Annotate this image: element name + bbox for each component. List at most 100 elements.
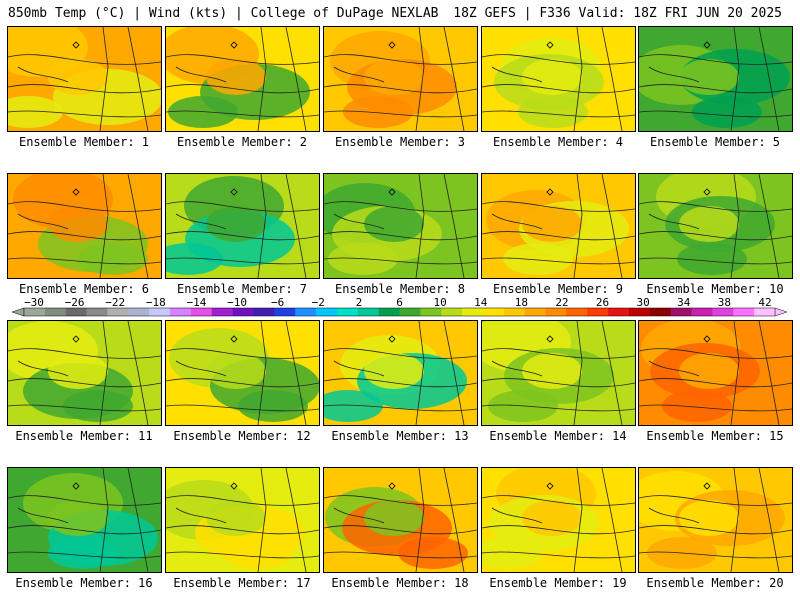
contour-line [8,348,161,359]
contour-line [324,54,477,65]
contour-line [99,468,109,572]
contour-line [482,525,635,535]
colorbar-segment [86,308,108,316]
colorbar-segment [190,308,213,316]
temperature-region [522,500,582,536]
temperature-region [364,500,424,536]
map-title: 850mb Temp (°C) | Wind (kts) | College o… [8,6,439,21]
contour-line [127,468,149,572]
contour-line [324,201,477,212]
colorbar-tick-label: −2 [312,298,325,309]
ensemble-map-panel [165,467,320,573]
colorbar-segment [712,308,734,316]
ensemble-map-panel [638,320,793,426]
temperature-map [482,27,635,131]
temperature-map [324,468,477,572]
colorbar-segment [462,308,484,316]
contour-line [333,213,385,230]
temperature-region [364,206,424,242]
station-marker-icon [546,188,554,196]
contour-line [17,360,69,377]
colorbar-tick-label: 10 [433,298,446,309]
colorbar-segment [754,308,776,316]
contour-line [175,360,227,377]
colorbar-segment [503,308,525,316]
ensemble-map-panel [7,173,162,279]
contour-line [257,27,267,131]
ensemble-map-panel [165,173,320,279]
temperature-map [482,174,635,278]
temperature-region [364,353,424,389]
colorbar-tick-label: −30 [24,298,44,309]
temperature-region [206,59,266,95]
contour-line [573,321,583,425]
station-marker-icon [388,188,396,196]
colorbar-tick-label: −6 [271,298,284,309]
contour-line [257,468,267,572]
temperature-region [78,243,148,275]
temperature-region [482,537,543,569]
temperature-map [639,27,792,131]
ensemble-member-label: Ensemble Member: 8 [334,282,466,296]
contour-line [333,507,385,524]
colorbar-tick-label: 38 [718,298,731,309]
colorbar-segment [524,308,546,316]
contour-line [491,360,543,377]
temperature-map [324,174,477,278]
contour-line [8,231,161,241]
ensemble-map-panel [323,173,478,279]
contour-line [443,468,465,572]
ensemble-map-panel [7,26,162,132]
colorbar-segment [211,308,233,316]
temperature-map [639,321,792,425]
contour-line [324,495,477,506]
colorbar-tick-label: −14 [187,298,207,309]
contour-line [166,110,319,118]
contour-line [166,257,319,265]
contour-line [648,66,700,83]
ensemble-map-panel [481,173,636,279]
ensemble-member-label: Ensemble Member: 1 [18,135,150,149]
contour-line [639,84,792,94]
station-marker-icon [703,188,711,196]
colorbar-segment [170,308,192,316]
station-marker-icon [72,335,80,343]
contour-line [99,174,109,278]
contour-line [17,66,69,83]
contour-line [8,378,161,388]
contour-line [639,378,792,388]
contour-line [8,257,161,265]
colorbar-segment [44,308,67,316]
contour-line [491,507,543,524]
temperature-region [522,206,582,242]
contour-line [482,201,635,212]
ensemble-member-label: Ensemble Member: 5 [649,135,781,149]
ensemble-member-label: Ensemble Member: 14 [489,429,627,443]
temperature-map [166,321,319,425]
contour-line [639,257,792,265]
contour-line [482,231,635,241]
colorbar-tick-label: −18 [146,298,166,309]
contour-line [730,27,740,131]
contour-line [8,551,161,559]
contour-line [175,213,227,230]
ensemble-member-label: Ensemble Member: 19 [489,576,627,590]
contour-line [166,348,319,359]
temperature-region [364,59,424,95]
contour-line [648,360,700,377]
contour-line [324,525,477,535]
temperature-map [639,468,792,572]
temperature-map [639,174,792,278]
colorbar-tick-label: −26 [65,298,85,309]
colorbar-tick-label: 2 [356,298,363,309]
temperature-region [63,390,133,422]
contour-line [8,84,161,94]
contour-line [99,321,109,425]
colorbar-segment [587,308,609,316]
colorbar-segment [357,308,379,316]
colorbar-segment [107,308,129,316]
contour-line [166,495,319,506]
colorbar-tick-label: 30 [637,298,650,309]
colorbar-segment [420,308,442,316]
ensemble-map-panel [638,26,793,132]
